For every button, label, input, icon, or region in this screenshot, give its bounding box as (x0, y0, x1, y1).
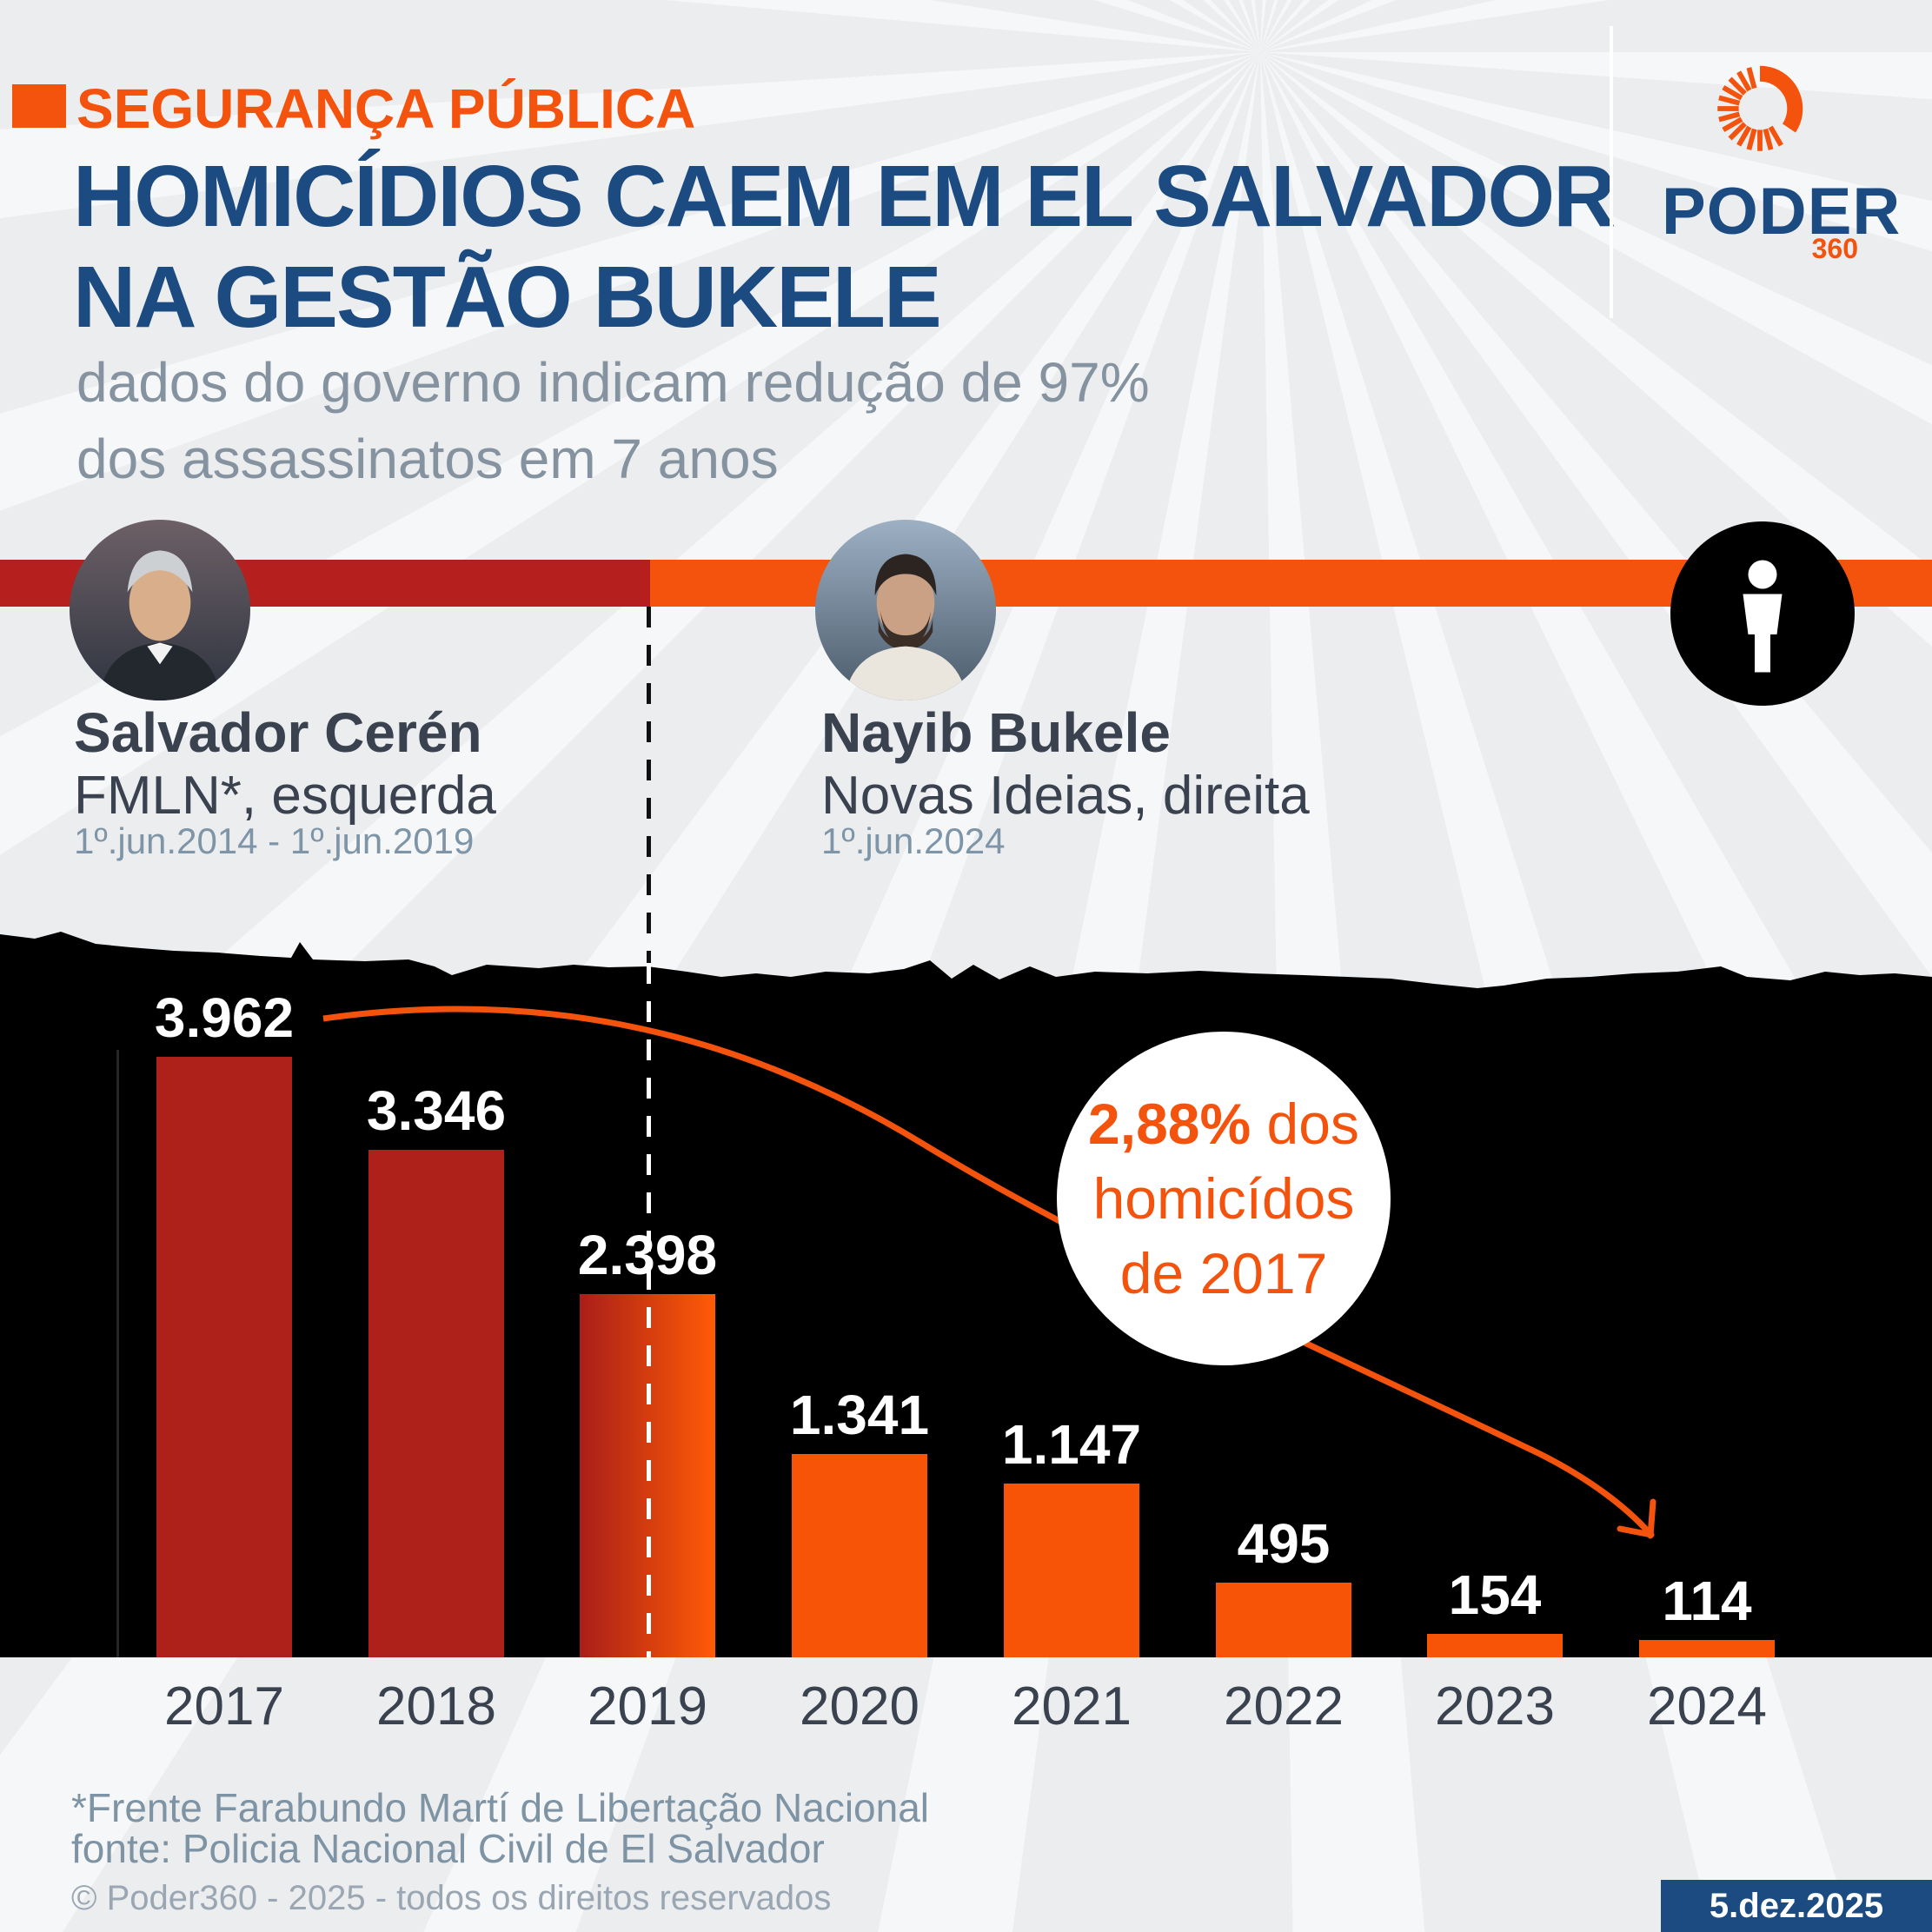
bukele-avatar (815, 520, 996, 700)
torn-paper-edge (0, 932, 1932, 993)
ceren-photo (70, 520, 250, 700)
poder360-sunburst-icon (1716, 65, 1803, 152)
bar-2022 (1216, 1583, 1351, 1657)
bar-2021 (1004, 1484, 1139, 1657)
footnote-source: fonte: Policia Nacional Civil de El Salv… (71, 1826, 825, 1871)
bar-2024 (1639, 1640, 1775, 1657)
date-badge-label: 5.dez.2025 (1709, 1886, 1884, 1925)
logo-divider-line (1610, 26, 1613, 318)
callout-circle: 2,88% dos homicídos de 2017 (1057, 1032, 1391, 1365)
title-line-2: NA GESTÃO BUKELE (73, 249, 942, 346)
year-label-2020: 2020 (800, 1676, 920, 1736)
bar-2020 (792, 1454, 927, 1657)
bar-2018 (368, 1150, 504, 1657)
year-label-2019: 2019 (588, 1676, 707, 1736)
bukele-term-dates: 1º.jun.2024 (821, 820, 1006, 861)
callout-line-2: homicídos (1092, 1166, 1355, 1231)
bar-2023 (1427, 1634, 1563, 1657)
date-badge: 5.dez.2025 (1661, 1880, 1932, 1932)
year-label-2017: 2017 (164, 1676, 284, 1736)
bar-2017 (156, 1057, 292, 1657)
bar-value-2018: 3.346 (366, 1079, 507, 1142)
year-label-2022: 2022 (1224, 1676, 1344, 1736)
bar-value-2019: 2.398 (577, 1224, 718, 1286)
bar-value-2021: 1.147 (1001, 1413, 1142, 1476)
bar-value-2024: 114 (1662, 1570, 1752, 1632)
bukele-photo (815, 520, 996, 700)
logo-wordmark: PODER (1662, 175, 1902, 249)
kicker-square (12, 84, 66, 128)
callout-line-1: 2,88% dos (1088, 1086, 1359, 1161)
page-subtitle: dados do governo indicam redução de 97% … (76, 344, 1150, 497)
ceren-party: FMLN*, esquerda (74, 766, 496, 826)
callout-line1-rest: dos (1251, 1092, 1359, 1156)
ceren-avatar (70, 520, 250, 700)
copyright-line: © Poder360 - 2025 - todos os direitos re… (71, 1879, 832, 1917)
ceren-name: Salvador Cerén (74, 701, 482, 764)
title-line-1: HOMICÍDIOS CAEM EM EL SALVADOR (73, 148, 1616, 245)
year-label-2021: 2021 (1012, 1676, 1132, 1736)
callout-bold-value: 2,88% (1088, 1092, 1251, 1156)
year-label-2023: 2023 (1435, 1676, 1555, 1736)
footnote-party: *Frente Farabundo Martí de Libertação Na… (71, 1785, 930, 1830)
person-icon (1743, 560, 1783, 673)
ceren-term-dates: 1º.jun.2014 - 1º.jun.2019 (74, 820, 475, 861)
subtitle-line-2: dos assassinatos em 7 anos (76, 428, 779, 490)
year-label-2024: 2024 (1647, 1676, 1767, 1736)
person-badge (1670, 521, 1855, 706)
bar-value-2017: 3.962 (154, 986, 295, 1049)
logo-360: 360 (1811, 233, 1858, 264)
page-title: HOMICÍDIOS CAEM EM EL SALVADOR NA GESTÃO… (73, 146, 1616, 348)
term-divider-dashed-line-chart (647, 963, 651, 1657)
kicker-label: SEGURANÇA PÚBLICA (76, 77, 696, 140)
bukele-name: Nayib Bukele (821, 701, 1171, 764)
bar-value-2023: 154 (1448, 1564, 1542, 1626)
term-divider-dashed-line-upper (647, 607, 651, 963)
bukele-party: Novas Ideias, direita (821, 766, 1310, 826)
chart-y-axis (116, 1050, 119, 1657)
subtitle-line-1: dados do governo indicam redução de 97% (76, 351, 1150, 414)
callout-line-3: de 2017 (1119, 1241, 1328, 1305)
year-label-2018: 2018 (376, 1676, 496, 1736)
